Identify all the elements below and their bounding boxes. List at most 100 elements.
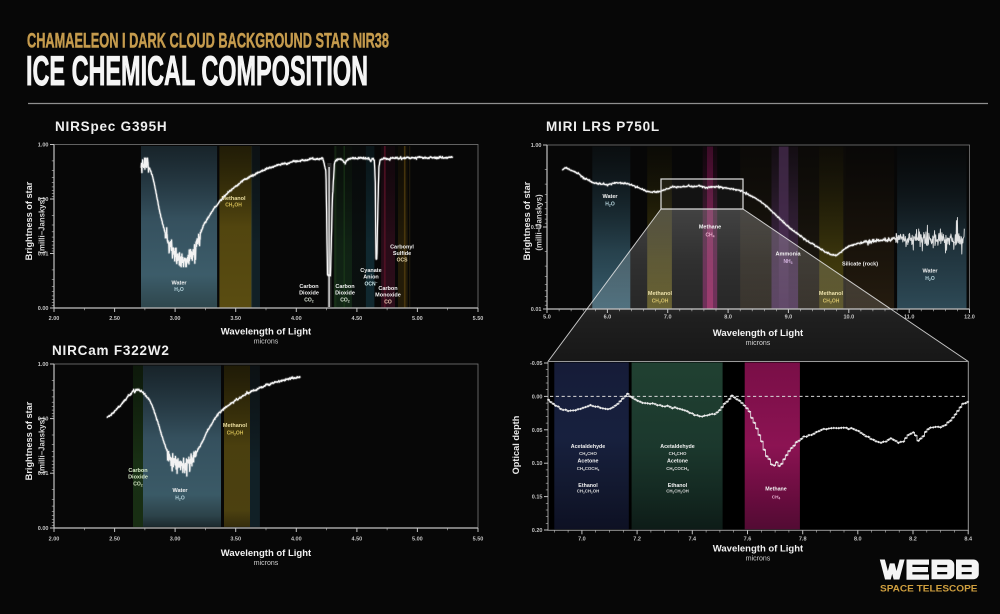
svg-text:2.50: 2.50	[109, 316, 120, 322]
svg-text:8.4: 8.4	[964, 537, 973, 543]
svg-text:Methanol: Methanol	[223, 423, 248, 429]
svg-text:4.00: 4.00	[291, 537, 302, 543]
svg-text:CH3COCH3: CH3COCH3	[577, 466, 600, 472]
svg-text:microns: microns	[254, 560, 279, 567]
svg-text:CH3COCH3: CH3COCH3	[666, 466, 689, 472]
svg-text:NIRSpec G395H: NIRSpec G395H	[55, 119, 167, 134]
svg-text:3.00: 3.00	[170, 316, 181, 322]
svg-text:Brightness of star: Brightness of star	[24, 401, 34, 480]
svg-text:5.50: 5.50	[473, 316, 484, 322]
svg-text:4.50: 4.50	[352, 316, 363, 322]
svg-text:Brightness of star: Brightness of star	[522, 181, 532, 260]
svg-text:Water: Water	[602, 194, 618, 200]
svg-text:Carbonyl: Carbonyl	[390, 245, 414, 251]
svg-text:NIRCam F322W2: NIRCam F322W2	[52, 343, 170, 358]
svg-text:2.00: 2.00	[49, 316, 60, 322]
svg-text:Dioxide: Dioxide	[299, 291, 319, 297]
svg-text:Water: Water	[172, 488, 188, 494]
svg-text:CH4: CH4	[772, 495, 781, 501]
svg-text:Methane: Methane	[765, 487, 787, 493]
svg-text:OCN−: OCN−	[364, 281, 377, 288]
svg-text:MIRI LRS P750L: MIRI LRS P750L	[546, 119, 660, 134]
svg-text:Ethanol: Ethanol	[668, 483, 688, 489]
svg-text:0.01: 0.01	[531, 307, 542, 313]
svg-text:0.00: 0.00	[532, 394, 543, 400]
svg-text:Brightness of star: Brightness of star	[24, 181, 34, 260]
svg-text:2.50: 2.50	[109, 537, 120, 543]
svg-text:CO2: CO2	[133, 482, 143, 488]
svg-text:5.50: 5.50	[473, 537, 484, 543]
svg-text:SPACE TELESCOPE: SPACE TELESCOPE	[880, 583, 978, 594]
svg-text:3.50: 3.50	[230, 537, 241, 543]
svg-text:CH3OH: CH3OH	[227, 431, 244, 437]
svg-text:0.01: 0.01	[38, 471, 49, 477]
svg-text:8.2: 8.2	[909, 537, 917, 543]
svg-text:0.10: 0.10	[531, 225, 542, 231]
svg-text:CH3CHO: CH3CHO	[669, 451, 687, 457]
svg-text:0.05: 0.05	[532, 428, 543, 434]
svg-text:0.20: 0.20	[532, 528, 543, 534]
svg-text:5.0: 5.0	[543, 315, 551, 321]
svg-text:Acetaldehyde: Acetaldehyde	[660, 444, 694, 450]
svg-text:Ethanol: Ethanol	[578, 483, 598, 489]
svg-text:CH3CH2OH: CH3CH2OH	[577, 489, 600, 495]
svg-text:0.15: 0.15	[532, 495, 543, 501]
svg-text:Acetone: Acetone	[578, 459, 599, 465]
svg-text:Methanol: Methanol	[221, 196, 246, 202]
svg-text:12.0: 12.0	[964, 315, 975, 321]
svg-text:5.00: 5.00	[412, 537, 423, 543]
svg-text:H2O: H2O	[175, 496, 185, 502]
svg-text:ICE CHEMICAL COMPOSITION: ICE CHEMICAL COMPOSITION	[26, 47, 368, 94]
svg-text:2.00: 2.00	[49, 537, 60, 543]
svg-text:4.00: 4.00	[291, 316, 302, 322]
svg-text:Water: Water	[171, 281, 187, 287]
svg-text:Optical depth: Optical depth	[511, 415, 521, 474]
svg-text:CH3OH: CH3OH	[225, 203, 242, 209]
svg-text:Wavelength of Light: Wavelength of Light	[221, 327, 312, 338]
svg-text:11.0: 11.0	[904, 315, 914, 321]
svg-text:CHAMAELEON I DARK CLOUD BACKGR: CHAMAELEON I DARK CLOUD BACKGROUND STAR …	[27, 30, 389, 53]
svg-text:7.6: 7.6	[744, 537, 752, 543]
svg-text:Carbon: Carbon	[335, 284, 355, 290]
svg-text:CH3CH2OH: CH3CH2OH	[666, 489, 689, 495]
svg-text:Wavelength of Light: Wavelength of Light	[713, 544, 804, 555]
svg-text:Sulfide: Sulfide	[393, 251, 411, 257]
svg-text:7.4: 7.4	[688, 537, 697, 543]
svg-text:5.00: 5.00	[412, 316, 423, 322]
svg-text:Monoxide: Monoxide	[375, 293, 401, 299]
svg-text:Anion: Anion	[363, 275, 379, 281]
svg-text:(milli−Janskys): (milli−Janskys)	[535, 194, 544, 251]
svg-text:H2O: H2O	[174, 287, 184, 293]
svg-text:(milli−Janskys): (milli−Janskys)	[38, 417, 47, 474]
svg-text:CO: CO	[384, 300, 392, 306]
svg-text:Acetone: Acetone	[667, 459, 688, 465]
svg-text:8.0: 8.0	[854, 537, 862, 543]
svg-text:Carbon: Carbon	[299, 284, 319, 290]
svg-text:-0.05: -0.05	[530, 361, 543, 367]
svg-text:1.00: 1.00	[531, 143, 542, 149]
svg-text:microns: microns	[746, 556, 771, 563]
svg-text:Acetaldehyde: Acetaldehyde	[571, 444, 605, 450]
svg-text:Silicate (rock): Silicate (rock)	[842, 262, 878, 268]
svg-text:CH3CHO: CH3CHO	[579, 451, 597, 457]
svg-text:H2O: H2O	[605, 202, 615, 208]
svg-text:7.0: 7.0	[578, 537, 586, 543]
svg-text:1.00: 1.00	[38, 362, 49, 368]
svg-text:3.00: 3.00	[170, 537, 181, 543]
svg-text:Dioxide: Dioxide	[335, 291, 355, 297]
svg-text:Dioxide: Dioxide	[128, 475, 148, 481]
svg-text:0.00: 0.00	[38, 526, 49, 532]
svg-text:0.10: 0.10	[38, 417, 49, 423]
svg-text:OCS: OCS	[397, 258, 409, 264]
svg-text:Carbon: Carbon	[378, 286, 398, 292]
svg-text:3.50: 3.50	[230, 316, 241, 322]
svg-text:H2O: H2O	[925, 276, 935, 282]
svg-text:Cyanate: Cyanate	[360, 268, 381, 274]
svg-text:CO2: CO2	[340, 298, 350, 304]
svg-text:1.00: 1.00	[38, 143, 49, 149]
svg-text:Wavelength of Light: Wavelength of Light	[221, 548, 312, 559]
svg-text:Carbon: Carbon	[128, 468, 148, 474]
svg-text:Water: Water	[922, 269, 938, 275]
svg-text:7.2: 7.2	[633, 537, 641, 543]
svg-text:0.10: 0.10	[532, 461, 543, 467]
